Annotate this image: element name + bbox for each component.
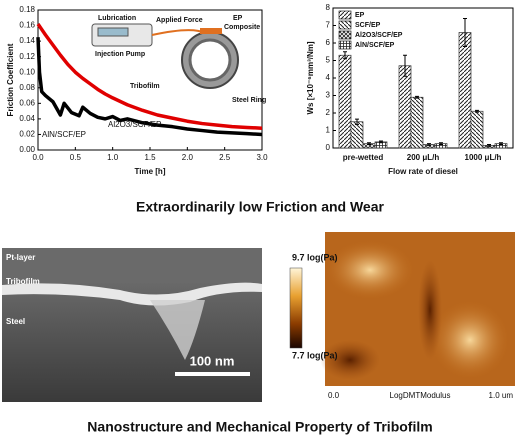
bar — [458, 32, 472, 149]
x-axis-label: Flow rate of diesel — [388, 167, 458, 176]
error-bar — [475, 109, 479, 113]
y-tick-label: 4 — [326, 73, 331, 82]
error-bar — [343, 51, 347, 60]
error-bar — [427, 143, 431, 146]
y-tick-label: 6 — [326, 38, 331, 47]
error-bar — [439, 142, 443, 145]
error-bar — [487, 144, 491, 147]
x-tick-label: pre-wetted — [343, 153, 384, 162]
error-bar — [355, 118, 359, 125]
x-tick-label: 1000 μL/h — [465, 153, 502, 162]
sem-label: Tribofilm — [6, 277, 40, 286]
legend-label: AlN/SCF/EP — [355, 42, 395, 49]
y-axis-label: Friction Coefficient — [6, 43, 15, 116]
inset-label: Steel Ring — [232, 97, 266, 104]
bar — [470, 110, 484, 149]
sem-label: Steel — [6, 317, 25, 326]
error-bar — [463, 18, 467, 47]
error-bar — [403, 54, 407, 77]
legend-swatch — [338, 40, 352, 50]
y-tick-label: 0.06 — [19, 98, 35, 107]
x-tick-label: 2.5 — [219, 153, 231, 162]
inset-label: Tribofilm — [130, 83, 160, 90]
y-tick-label: 0.00 — [19, 145, 35, 154]
legend-swatch — [338, 20, 352, 30]
y-tick-label: 0.16 — [19, 21, 35, 30]
sem-image — [2, 248, 262, 402]
scale-bar-label: 100 nm — [190, 353, 235, 368]
line — [36, 37, 263, 137]
inset-label: Composite — [224, 24, 260, 31]
error-bar — [415, 95, 419, 99]
inset-label: Applied Force — [156, 17, 203, 24]
bar — [350, 121, 364, 149]
colorbar-max: 9.7 log(Pa) — [292, 252, 338, 262]
y-tick-label: 8 — [326, 3, 331, 12]
y-tick-label: 0 — [326, 143, 331, 152]
inset-label: Injection Pump — [95, 51, 145, 58]
bar — [398, 65, 412, 149]
x-axis-label: Time [h] — [135, 167, 166, 176]
colorbar-min: 7.7 log(Pa) — [292, 350, 338, 360]
inset-schematic — [91, 23, 239, 89]
colorbar — [289, 267, 303, 349]
error-bar — [379, 140, 383, 144]
legend-label: Al2O3/SCF/EP — [355, 32, 403, 39]
x-tick-label: 0.0 — [32, 153, 44, 162]
error-bar — [499, 142, 503, 145]
series-label: AlN/SCF/EP — [42, 130, 86, 139]
x-tick-label: 1.5 — [144, 153, 156, 162]
y-tick-label: 2 — [326, 108, 331, 117]
y-tick-label: 0.02 — [19, 130, 35, 139]
y-axis-label: Ws [×10⁻⁶mm³/Nm] — [306, 41, 315, 114]
x-tick-label: 1.0 — [107, 153, 119, 162]
x-tick-label: 0.5 — [70, 153, 82, 162]
series-label: Al2O3/SCF/EP — [108, 120, 161, 129]
y-tick-label: 0.18 — [19, 5, 35, 14]
y-tick-label: 7 — [326, 21, 331, 30]
inset-label: Lubrication — [98, 15, 136, 22]
error-bar — [367, 142, 371, 145]
y-tick-label: 1 — [326, 126, 331, 135]
caption: Nanostructure and Mechanical Property of… — [87, 419, 432, 435]
x-tick-label: 200 μL/h — [407, 153, 440, 162]
bar — [338, 54, 352, 149]
caption: Extraordinarily low Friction and Wear — [136, 199, 384, 215]
afm-axis-label: LogDMTModulus — [390, 391, 451, 400]
y-tick-label: 0.10 — [19, 67, 35, 76]
y-tick-label: 0.08 — [19, 83, 35, 92]
inset-label: EP — [233, 15, 243, 22]
legend-swatch — [338, 30, 352, 40]
y-tick-label: 0.12 — [19, 52, 35, 61]
x-tick-label: 2.0 — [182, 153, 194, 162]
sem-label: Pt-layer — [6, 253, 35, 262]
x-tick-label: 3.0 — [256, 153, 268, 162]
y-tick-label: 5 — [326, 56, 331, 65]
y-tick-label: 0.04 — [19, 114, 35, 123]
afm-image — [320, 232, 515, 386]
line — [36, 23, 263, 130]
bar — [410, 96, 424, 149]
legend-label: SCF/EP — [355, 22, 381, 29]
y-tick-label: 0.14 — [19, 36, 35, 45]
legend-label: EP — [355, 12, 365, 19]
afm-axis-label: 1.0 um — [489, 391, 514, 400]
afm-axis-label: 0.0 — [328, 391, 340, 400]
y-tick-label: 3 — [326, 91, 331, 100]
legend-swatch — [338, 10, 352, 20]
